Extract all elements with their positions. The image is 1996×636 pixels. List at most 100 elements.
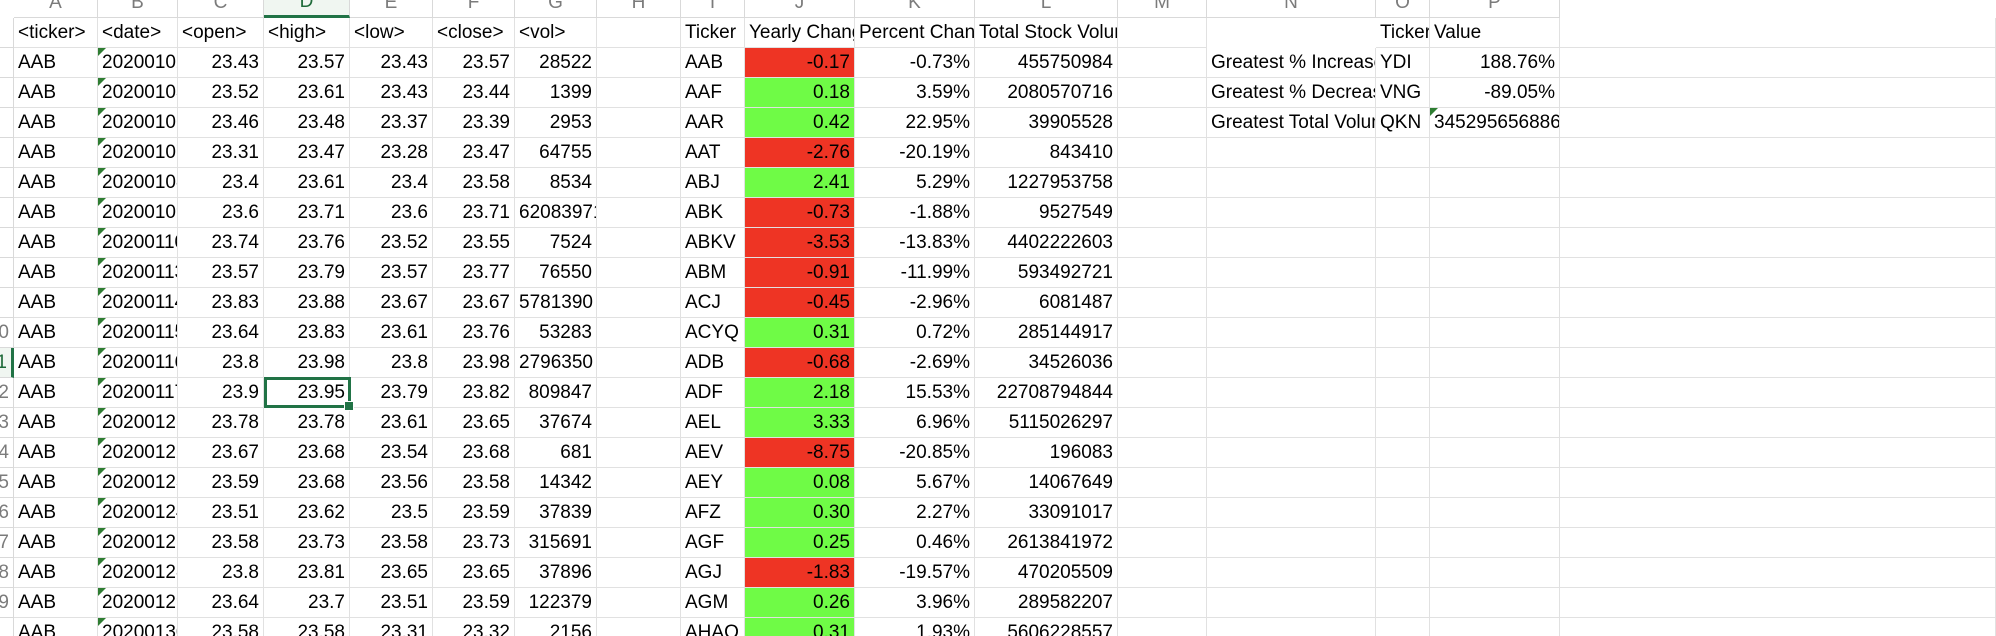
data-cell[interactable]: 23.71 [433, 198, 515, 228]
empty-cell[interactable] [1118, 378, 1207, 408]
empty-cell[interactable] [597, 78, 681, 108]
data-cell[interactable]: 23.64 [178, 588, 264, 618]
empty-cell[interactable] [1430, 198, 1560, 228]
data-cell[interactable]: 23.73 [264, 528, 350, 558]
data-cell[interactable]: 23.71 [264, 198, 350, 228]
data-cell[interactable]: 23.77 [433, 258, 515, 288]
raw-header-cell[interactable]: <ticker> [14, 18, 98, 48]
data-cell[interactable]: AAB [14, 588, 98, 618]
data-cell[interactable]: 23.67 [433, 288, 515, 318]
data-cell[interactable]: 23.68 [264, 468, 350, 498]
data-cell[interactable]: 28522 [515, 48, 597, 78]
empty-cell[interactable] [1207, 348, 1376, 378]
summary-cell[interactable]: AGM [681, 588, 745, 618]
summary-cell[interactable]: 9527549 [975, 198, 1118, 228]
empty-cell[interactable] [597, 108, 681, 138]
data-cell[interactable]: 53283 [515, 318, 597, 348]
greatest-cell[interactable]: VNG [1376, 78, 1430, 108]
data-cell[interactable]: 23.61 [350, 318, 433, 348]
summary-header-cell[interactable]: Ticker [681, 18, 745, 48]
data-cell[interactable]: 23.57 [350, 258, 433, 288]
summary-cell[interactable]: 1.93% [855, 618, 975, 636]
summary-cell[interactable]: AGJ [681, 558, 745, 588]
data-cell[interactable]: 23.78 [264, 408, 350, 438]
empty-cell[interactable] [1207, 168, 1376, 198]
row-header[interactable]: 1 [0, 348, 14, 378]
data-cell[interactable]: 20200130 [98, 618, 178, 636]
column-header-j[interactable]: J [745, 0, 855, 18]
summary-cell[interactable]: ABKV [681, 228, 745, 258]
summary-cell[interactable]: 3.59% [855, 78, 975, 108]
empty-cell[interactable] [1560, 618, 1996, 636]
data-cell[interactable]: 23.67 [350, 288, 433, 318]
column-header-k[interactable]: K [855, 0, 975, 18]
empty-cell[interactable] [1560, 468, 1996, 498]
summary-cell[interactable]: 15.53% [855, 378, 975, 408]
data-cell[interactable]: 37674 [515, 408, 597, 438]
empty-cell[interactable] [1430, 528, 1560, 558]
summary-cell[interactable]: 39905528 [975, 108, 1118, 138]
summary-cell[interactable]: 5.67% [855, 468, 975, 498]
empty-cell[interactable] [1430, 138, 1560, 168]
data-cell[interactable]: 23.4 [178, 168, 264, 198]
empty-cell[interactable] [597, 618, 681, 636]
column-header-f[interactable]: F [433, 0, 515, 18]
data-cell[interactable]: AAB [14, 168, 98, 198]
empty-cell[interactable] [1430, 348, 1560, 378]
empty-cell[interactable] [1376, 168, 1430, 198]
summary-cell[interactable]: -3.53 [745, 228, 855, 258]
empty-cell[interactable] [597, 588, 681, 618]
data-cell[interactable]: AAB [14, 48, 98, 78]
summary-cell[interactable]: -1.88% [855, 198, 975, 228]
summary-cell[interactable]: ADB [681, 348, 745, 378]
empty-cell[interactable] [1376, 438, 1430, 468]
data-cell[interactable]: 23.58 [178, 618, 264, 636]
row-header[interactable] [0, 618, 14, 636]
empty-cell[interactable] [1118, 138, 1207, 168]
data-cell[interactable]: 20200103 [98, 78, 178, 108]
raw-header-cell[interactable]: <close> [433, 18, 515, 48]
row-header[interactable]: 8 [0, 558, 14, 588]
data-cell[interactable]: 23.58 [350, 528, 433, 558]
summary-cell[interactable]: 0.31 [745, 318, 855, 348]
summary-cell[interactable]: 2.27% [855, 498, 975, 528]
empty-cell[interactable] [597, 18, 681, 48]
empty-cell[interactable] [1207, 468, 1376, 498]
data-cell[interactable]: 20200106 [98, 108, 178, 138]
empty-cell[interactable] [1376, 498, 1430, 528]
empty-cell[interactable] [1207, 258, 1376, 288]
data-cell[interactable]: 23.83 [264, 318, 350, 348]
data-cell[interactable]: 23.46 [178, 108, 264, 138]
summary-cell[interactable]: 34526036 [975, 348, 1118, 378]
empty-cell[interactable] [1430, 168, 1560, 198]
empty-cell[interactable] [1560, 408, 1996, 438]
summary-cell[interactable]: 3.33 [745, 408, 855, 438]
data-cell[interactable]: 20200115 [98, 318, 178, 348]
summary-cell[interactable]: 2.41 [745, 168, 855, 198]
summary-cell[interactable]: -1.83 [745, 558, 855, 588]
summary-cell[interactable]: AEY [681, 468, 745, 498]
data-cell[interactable]: AAB [14, 348, 98, 378]
summary-cell[interactable]: -0.73% [855, 48, 975, 78]
summary-cell[interactable]: ACJ [681, 288, 745, 318]
empty-cell[interactable] [1207, 138, 1376, 168]
data-cell[interactable]: 23.68 [433, 438, 515, 468]
empty-cell[interactable] [1430, 228, 1560, 258]
greatest-header-cell[interactable]: Ticker [1376, 18, 1430, 48]
row-header[interactable] [0, 258, 14, 288]
data-cell[interactable]: 20200114 [98, 288, 178, 318]
data-cell[interactable]: 5781390 [515, 288, 597, 318]
empty-cell[interactable] [1118, 108, 1207, 138]
summary-cell[interactable]: 285144917 [975, 318, 1118, 348]
column-header-h[interactable]: H [597, 0, 681, 18]
summary-cell[interactable]: 593492721 [975, 258, 1118, 288]
summary-cell[interactable]: 196083 [975, 438, 1118, 468]
empty-cell[interactable] [1376, 378, 1430, 408]
data-cell[interactable]: 23.47 [433, 138, 515, 168]
data-cell[interactable]: AAB [14, 558, 98, 588]
data-cell[interactable]: 23.8 [178, 348, 264, 378]
data-cell[interactable]: 23.65 [433, 558, 515, 588]
column-header-g[interactable]: G [515, 0, 597, 18]
summary-cell[interactable]: -0.91 [745, 258, 855, 288]
